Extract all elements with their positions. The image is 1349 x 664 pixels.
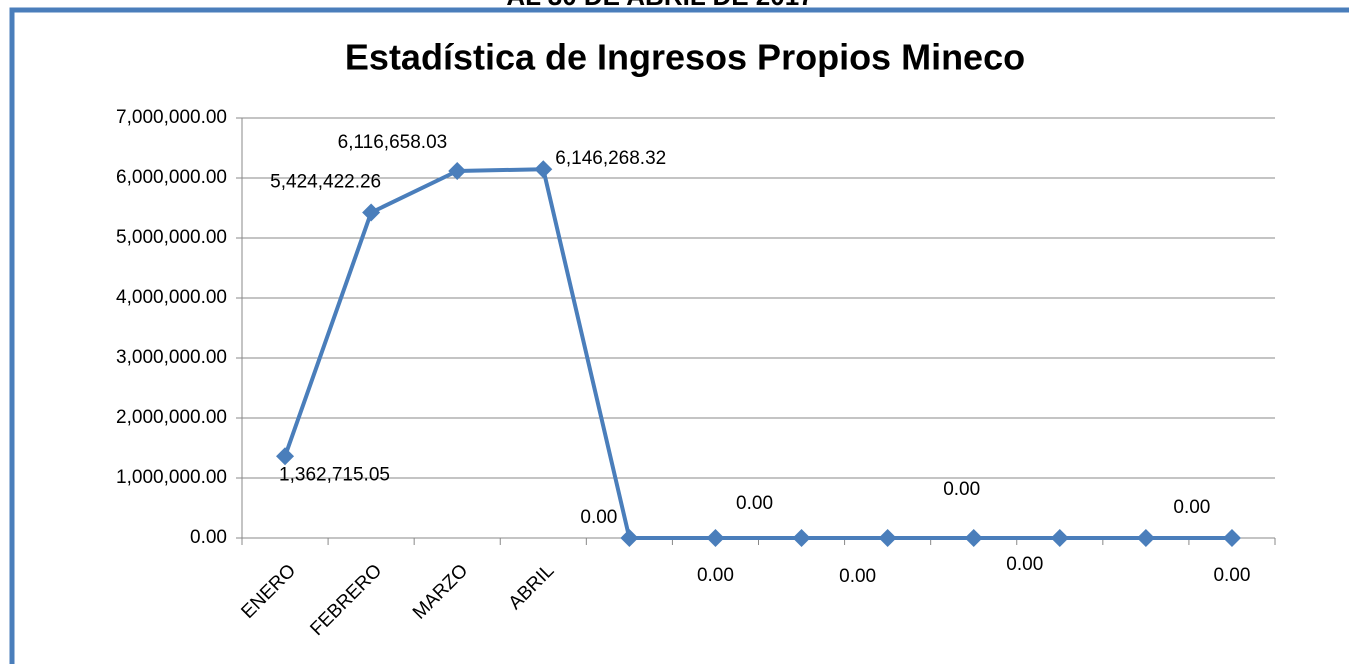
data-label: 0.00 — [697, 565, 734, 586]
y-tick-label: 4,000,000.00 — [116, 287, 227, 308]
line — [283, 167, 1232, 540]
y-tick-label: 3,000,000.00 — [116, 347, 227, 368]
data-label: 5,424,422.26 — [270, 172, 381, 193]
data-label: 0.00 — [736, 493, 773, 514]
marker — [878, 529, 897, 547]
chart-title: Estadística de Ingresos Propios Mineco — [345, 37, 1025, 78]
data-label: 1,362,715.05 — [279, 464, 390, 485]
y-tick-label: 7,000,000.00 — [116, 107, 227, 128]
data-label: 0.00 — [1213, 565, 1250, 586]
y-tick-label: 5,000,000.00 — [116, 227, 227, 248]
marker — [362, 203, 381, 222]
y-tick-label: 1,000,000.00 — [116, 467, 227, 488]
data-label: 6,146,268.32 — [555, 148, 666, 169]
marker — [534, 160, 553, 179]
data-label: 0.00 — [943, 479, 980, 500]
marker — [276, 447, 295, 466]
data-label: 0.00 — [839, 566, 876, 587]
marker — [1050, 529, 1069, 547]
marker — [792, 529, 811, 547]
data-label: 0.00 — [580, 507, 617, 528]
y-tick-label: 2,000,000.00 — [116, 407, 227, 428]
y-tick-label: 0.00 — [190, 527, 227, 548]
y-tick-label: 6,000,000.00 — [116, 167, 227, 188]
marker — [964, 529, 983, 547]
marker — [620, 529, 639, 547]
frame — [9, 7, 1349, 664]
marker — [706, 529, 725, 547]
data-label: 0.00 — [1006, 554, 1043, 575]
marker — [1222, 529, 1241, 547]
data-label: 6,116,658.03 — [338, 132, 448, 153]
heading: AL 30 DE ABRIL DE 2017 — [506, 0, 813, 11]
data-label: 0.00 — [1173, 497, 1210, 518]
marker — [448, 162, 467, 181]
marker — [1136, 529, 1155, 547]
